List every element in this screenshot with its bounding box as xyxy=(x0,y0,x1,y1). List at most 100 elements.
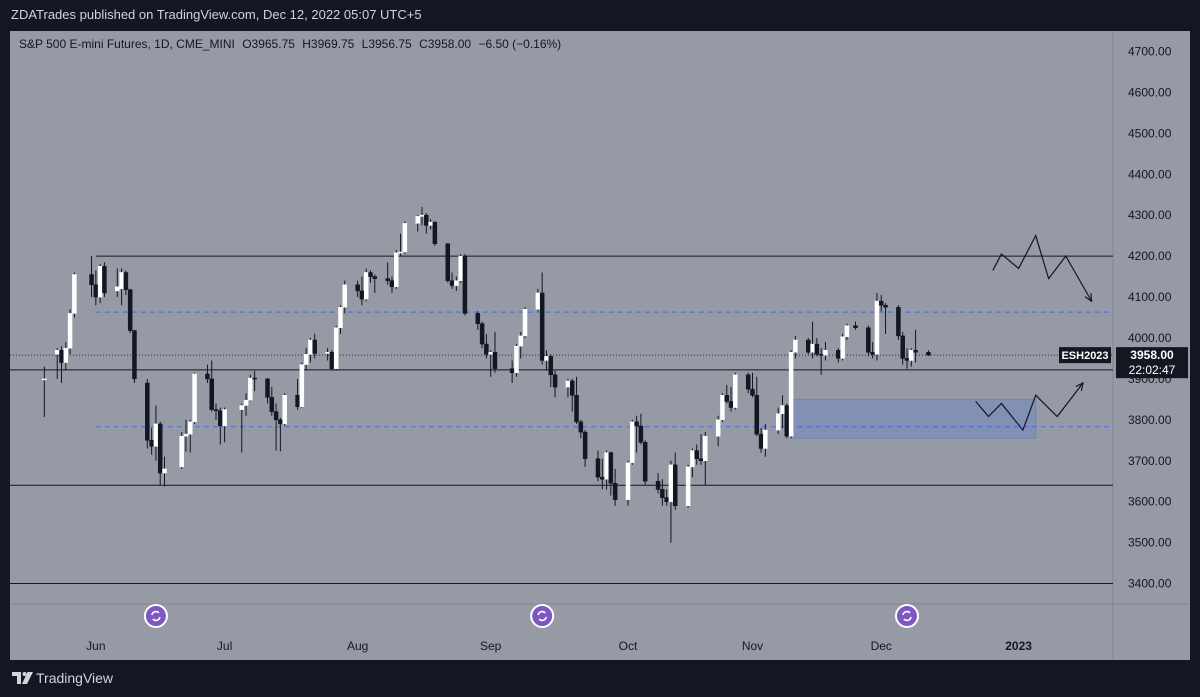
candle xyxy=(514,344,519,377)
event-arrows xyxy=(151,610,161,622)
candle xyxy=(67,309,73,355)
candle xyxy=(389,276,395,293)
candle-body xyxy=(89,274,94,286)
candle xyxy=(548,354,554,388)
event-arrows xyxy=(537,610,547,622)
candle-body xyxy=(368,272,373,277)
candle xyxy=(265,378,270,404)
candle-body xyxy=(394,252,399,288)
candle-body xyxy=(728,401,734,408)
candle xyxy=(484,333,489,359)
candle-body xyxy=(608,452,614,484)
candle-body xyxy=(780,405,785,414)
candle xyxy=(445,243,451,283)
candle xyxy=(900,331,905,365)
candle-body xyxy=(668,464,674,502)
candle-body xyxy=(548,356,554,376)
candle xyxy=(870,342,875,359)
close-value: C3958.00 xyxy=(419,37,472,51)
candle-body xyxy=(806,339,811,353)
chart-pane[interactable] xyxy=(10,31,1190,660)
candle-body xyxy=(488,352,493,355)
x-tick-label: Jul xyxy=(217,639,232,653)
candle-body xyxy=(359,290,365,300)
candle xyxy=(569,378,575,412)
candle xyxy=(690,448,695,478)
candle xyxy=(454,276,459,291)
candle-body xyxy=(333,327,339,369)
candle xyxy=(394,249,399,289)
candle xyxy=(664,489,669,506)
candle xyxy=(793,335,798,359)
dividend-event-icon xyxy=(894,604,919,628)
candle xyxy=(909,348,914,367)
candle xyxy=(372,274,378,293)
candle-body xyxy=(183,433,189,437)
candle xyxy=(926,350,931,356)
symbol-tag: ESH2023 xyxy=(1061,350,1108,362)
candle xyxy=(338,305,343,334)
event-badge xyxy=(894,604,919,628)
candle-body xyxy=(97,266,103,298)
candle xyxy=(385,262,390,285)
candle-body xyxy=(475,313,481,324)
candle xyxy=(660,479,665,506)
candle-body xyxy=(582,431,588,459)
candle-body xyxy=(127,289,133,331)
dividend-event-icon xyxy=(143,604,168,628)
candle xyxy=(363,268,369,302)
candle xyxy=(728,387,734,412)
candle-body xyxy=(909,349,914,361)
candle xyxy=(432,221,438,246)
candle xyxy=(239,403,245,453)
candle xyxy=(449,272,455,289)
brand-name[interactable]: TradingView xyxy=(36,670,114,686)
candle-body xyxy=(544,356,549,361)
candle xyxy=(115,268,120,298)
candle xyxy=(608,451,614,496)
candle-body xyxy=(59,349,64,363)
symbol-legend: S&P 500 E-mini Futures, 1D, CME_MINI O39… xyxy=(19,37,565,51)
candle xyxy=(672,452,678,510)
candle xyxy=(724,385,729,404)
candle-body xyxy=(518,335,523,347)
candle-body xyxy=(385,278,390,281)
candle-body xyxy=(492,352,498,369)
candle xyxy=(745,372,751,394)
candle-body xyxy=(458,255,463,281)
candle-body xyxy=(724,395,729,402)
candle-body xyxy=(424,214,429,226)
candle-body xyxy=(102,266,107,294)
candle xyxy=(784,403,790,439)
candle-body xyxy=(600,476,605,480)
candle-body xyxy=(248,377,253,401)
candle xyxy=(698,434,704,465)
x-tick-label: Aug xyxy=(347,639,368,653)
dividend-event-icon xyxy=(530,604,555,628)
candle-body xyxy=(329,352,335,369)
candle xyxy=(754,376,760,437)
candle-body xyxy=(42,378,47,381)
candle-body xyxy=(625,462,631,500)
candle xyxy=(299,362,305,408)
candle xyxy=(823,342,828,361)
candle xyxy=(127,288,133,334)
candle xyxy=(685,464,691,508)
low-value: L3956.75 xyxy=(361,37,412,51)
candle xyxy=(102,262,107,298)
candle-body xyxy=(793,339,798,353)
candle xyxy=(149,428,154,455)
candle-body xyxy=(342,284,348,308)
candle-body xyxy=(703,435,708,462)
candle xyxy=(874,292,880,361)
candle xyxy=(806,337,811,355)
y-tick-label: 4500.00 xyxy=(1128,126,1172,140)
candle-body xyxy=(595,458,601,478)
candle xyxy=(63,342,69,371)
y-tick-label: 3400.00 xyxy=(1128,577,1172,591)
candle xyxy=(295,378,300,410)
last-price-label: 3958.00 xyxy=(1130,348,1174,362)
candle-body xyxy=(273,411,279,421)
candle xyxy=(243,393,249,416)
